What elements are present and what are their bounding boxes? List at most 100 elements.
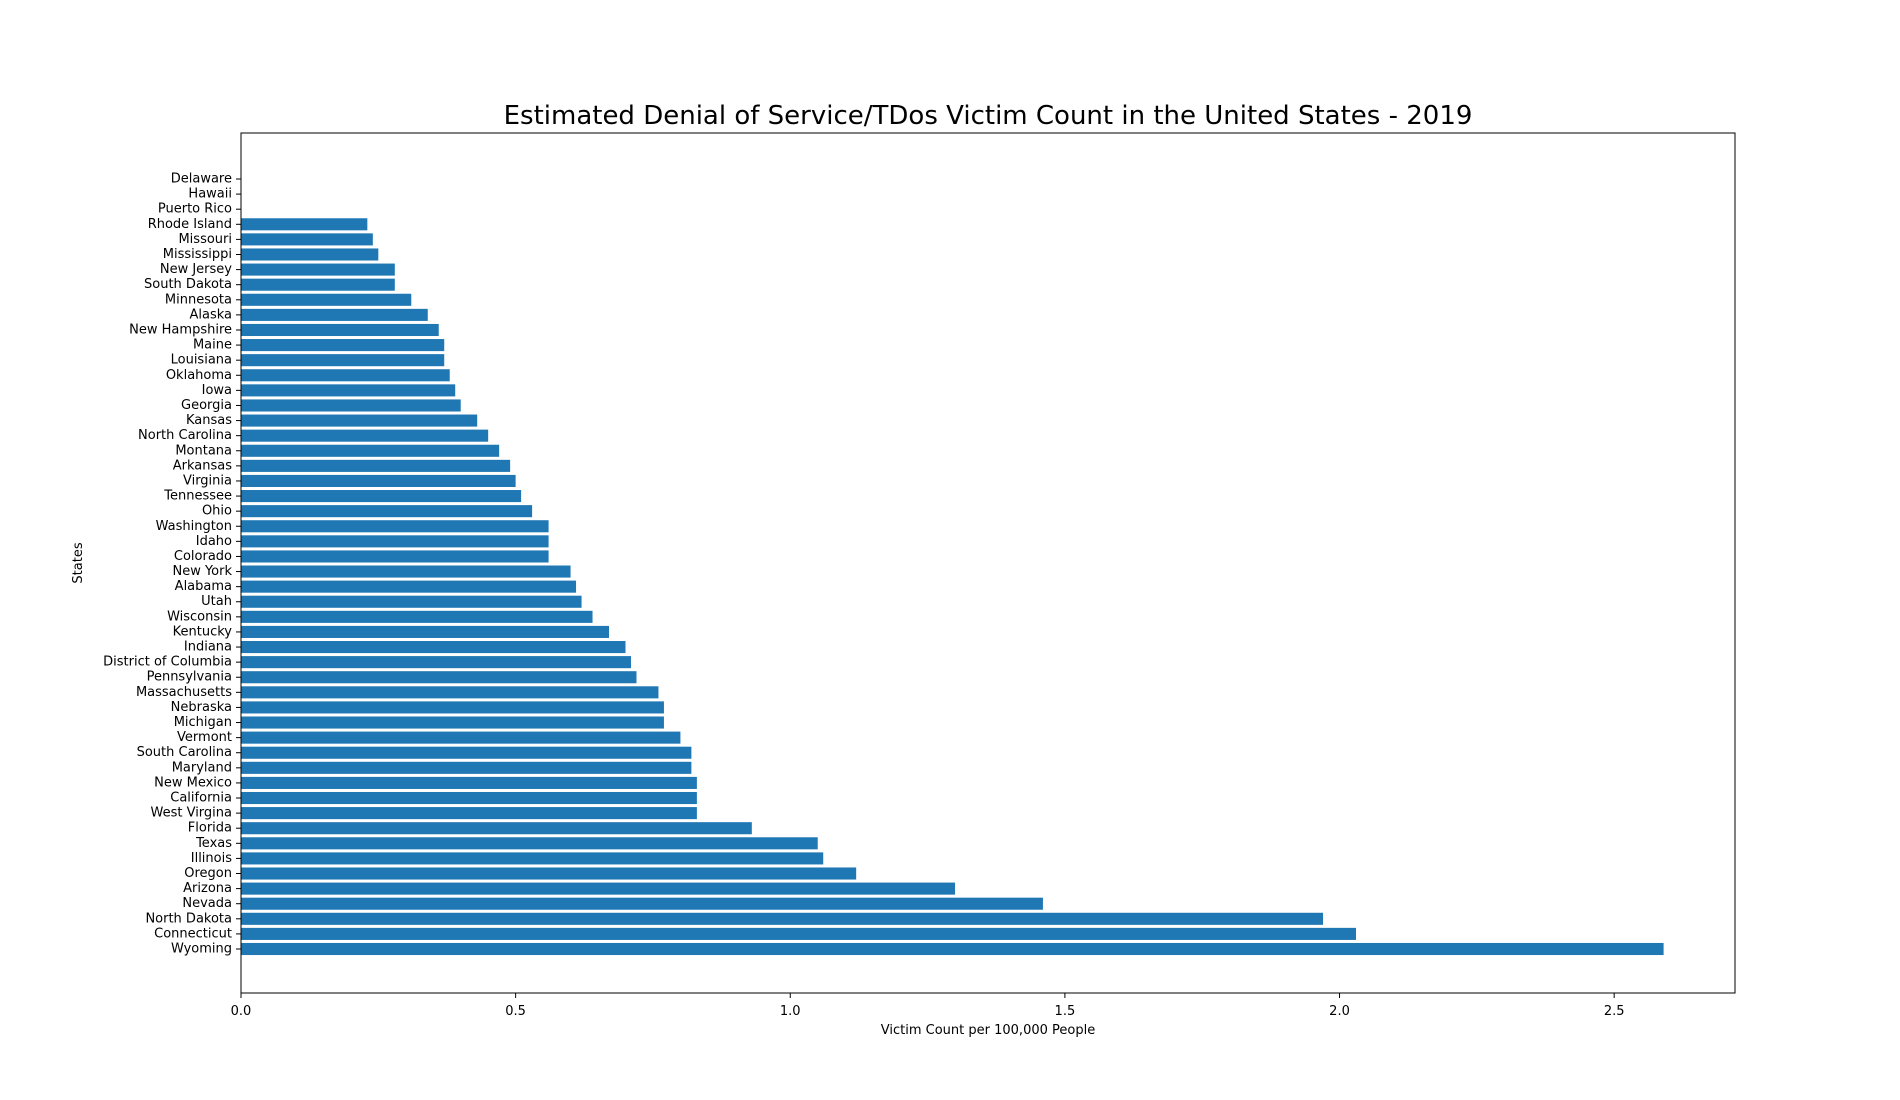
y-tick-label: Delaware bbox=[171, 172, 232, 187]
bar-virginia bbox=[241, 474, 516, 487]
y-tick-label: Kansas bbox=[186, 413, 232, 428]
bar-arkansas bbox=[241, 459, 511, 472]
bar-nevada bbox=[241, 897, 1043, 910]
y-axis-label: States bbox=[71, 542, 86, 583]
plot-frame bbox=[240, 132, 1736, 994]
bar-iowa bbox=[241, 384, 456, 397]
y-tick-label: Indiana bbox=[184, 640, 232, 655]
y-tick-label: Wisconsin bbox=[167, 609, 232, 624]
y-tick-label: California bbox=[170, 791, 232, 806]
y-tick-label: Illinois bbox=[191, 851, 232, 866]
y-tick-label: Idaho bbox=[196, 534, 232, 549]
bar-illinois bbox=[241, 852, 824, 865]
y-tick-label: Montana bbox=[175, 443, 232, 458]
y-tick-label: Ohio bbox=[202, 504, 232, 519]
bar-alabama bbox=[241, 580, 577, 593]
bar-pennsylvania bbox=[241, 671, 637, 684]
y-tick-label: Wyoming bbox=[171, 942, 232, 957]
bar-wisconsin bbox=[241, 610, 593, 623]
bar-maryland bbox=[241, 761, 692, 774]
x-tick-label: 2.0 bbox=[1329, 1004, 1350, 1019]
y-tick-label: Washington bbox=[156, 519, 232, 534]
bar-nebraska bbox=[241, 701, 664, 714]
bar-montana bbox=[241, 444, 500, 457]
x-axis-ticks: 0.0 0.5 1.0 1.5 2.0 2.5 bbox=[231, 993, 1625, 1019]
x-tick-label: 0.0 bbox=[231, 1004, 252, 1019]
y-tick-label: Tennessee bbox=[163, 489, 232, 504]
bar-massachusetts bbox=[241, 686, 659, 699]
y-tick-label: West Virgina bbox=[151, 806, 233, 821]
chart-title: Estimated Denial of Service/TDos Victim … bbox=[504, 101, 1473, 131]
y-tick-label: New Mexico bbox=[154, 775, 232, 790]
bar-texas bbox=[241, 837, 818, 850]
bar-idaho bbox=[241, 535, 549, 548]
y-tick-label: Oklahoma bbox=[166, 368, 232, 383]
bar-kentucky bbox=[241, 625, 610, 638]
bar-north-dakota bbox=[241, 912, 1324, 925]
y-tick-label: Iowa bbox=[202, 383, 232, 398]
y-tick-label: District of Columbia bbox=[103, 655, 232, 670]
bar-tennessee bbox=[241, 490, 522, 503]
bar-new-hampshire bbox=[241, 323, 439, 337]
bar-missouri bbox=[241, 233, 373, 246]
bar-wyoming bbox=[241, 942, 1664, 956]
y-tick-label: New Jersey bbox=[160, 262, 232, 277]
y-tick-label: Texas bbox=[195, 836, 232, 851]
y-tick-label: North Dakota bbox=[145, 911, 232, 926]
bar-colorado bbox=[241, 550, 549, 563]
y-tick-label: Missouri bbox=[178, 232, 232, 247]
bar-florida bbox=[241, 822, 752, 835]
bar-connecticut bbox=[241, 927, 1357, 940]
bar-south-carolina bbox=[241, 746, 692, 759]
bar-west-virgina bbox=[241, 807, 697, 820]
y-tick-label: Hawaii bbox=[188, 187, 232, 202]
bar-minnesota bbox=[241, 293, 412, 306]
bar-kansas bbox=[241, 414, 478, 427]
y-tick-label: Alabama bbox=[175, 579, 232, 594]
y-tick-label: Arizona bbox=[183, 881, 232, 896]
y-tick-label: Florida bbox=[188, 821, 232, 836]
bar-ohio bbox=[241, 505, 533, 518]
y-tick-label: Colorado bbox=[174, 549, 232, 564]
y-tick-label: North Carolina bbox=[138, 428, 232, 443]
y-tick-label: Minnesota bbox=[165, 292, 232, 307]
y-tick-label: Vermont bbox=[177, 730, 232, 745]
y-tick-label: Connecticut bbox=[154, 926, 232, 941]
bar-california bbox=[241, 791, 697, 805]
bar-south-dakota bbox=[241, 278, 395, 291]
bar-vermont bbox=[241, 731, 681, 744]
bar-new-mexico bbox=[241, 776, 697, 789]
bar-district-of-columbia bbox=[241, 656, 631, 669]
bar-alaska bbox=[241, 308, 428, 321]
bar-michigan bbox=[241, 716, 664, 729]
y-tick-label: South Dakota bbox=[144, 277, 232, 292]
bar-oklahoma bbox=[241, 369, 450, 382]
y-tick-label: Maine bbox=[193, 338, 232, 353]
bar-north-carolina bbox=[241, 429, 489, 442]
bar-rhode-island bbox=[241, 218, 368, 231]
bar-oregon bbox=[241, 867, 857, 880]
x-axis-label: Victim Count per 100,000 People bbox=[881, 1023, 1095, 1038]
y-tick-label: Rhode Island bbox=[148, 217, 232, 232]
y-tick-label: Nevada bbox=[182, 896, 232, 911]
y-tick-label: Kentucky bbox=[173, 624, 233, 639]
bar-louisiana bbox=[241, 354, 445, 367]
y-tick-label: Pennsylvania bbox=[147, 670, 232, 685]
bar-georgia bbox=[241, 399, 461, 412]
bar-indiana bbox=[241, 641, 626, 654]
x-tick-label: 1.0 bbox=[780, 1004, 801, 1019]
bar-maine bbox=[241, 339, 445, 352]
bar-utah bbox=[241, 595, 582, 608]
y-tick-label: South Carolina bbox=[137, 745, 232, 760]
y-tick-label: Louisiana bbox=[171, 353, 232, 368]
bars-group bbox=[241, 218, 1664, 956]
y-tick-label: Arkansas bbox=[173, 458, 232, 473]
y-tick-label: New Hampshire bbox=[129, 322, 232, 337]
bar-new-york bbox=[241, 565, 571, 578]
y-tick-label: Utah bbox=[201, 594, 232, 609]
y-tick-label: Alaska bbox=[189, 307, 232, 322]
x-tick-label: 2.5 bbox=[1604, 1004, 1625, 1019]
x-tick-label: 0.5 bbox=[505, 1004, 526, 1019]
